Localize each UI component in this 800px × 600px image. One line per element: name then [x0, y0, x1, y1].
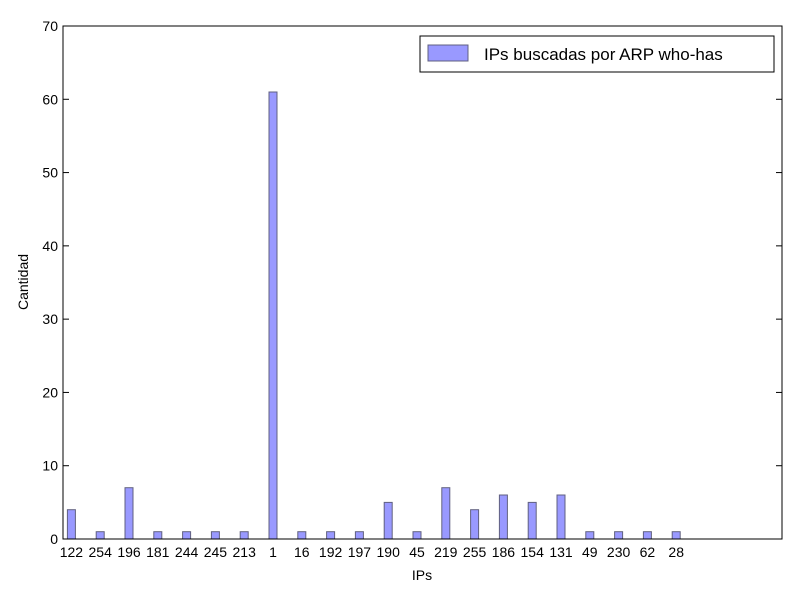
bar-196 [124, 487, 134, 540]
x-tick-label: 62 [640, 544, 656, 560]
bar-16 [297, 531, 307, 540]
x-tick-label: 16 [294, 544, 310, 560]
x-tick-label: 154 [521, 544, 545, 560]
bar-28 [671, 531, 681, 540]
x-tick-label: 186 [492, 544, 516, 560]
x-tick-label: 197 [348, 544, 372, 560]
bar-186 [498, 494, 508, 540]
x-tick-label: 122 [60, 544, 84, 560]
x-tick-label: 255 [463, 544, 487, 560]
bars-layer [66, 91, 681, 540]
y-tick-label: 50 [42, 165, 58, 181]
bar-190 [383, 501, 393, 540]
y-axis: 0 10 20 30 40 50 60 70 [42, 18, 782, 547]
x-tick-label: 190 [377, 544, 401, 560]
x-tick-label: 49 [582, 544, 598, 560]
y-tick-label: 30 [42, 311, 58, 327]
x-axis-title: IPs [412, 567, 432, 583]
y-tick-label: 40 [42, 238, 58, 254]
x-tick-label: 192 [319, 544, 343, 560]
legend-box [419, 35, 775, 73]
y-tick-label: 10 [42, 458, 58, 474]
y-tick-label: 60 [42, 91, 58, 107]
bar-131 [556, 494, 566, 540]
y-axis-title: Cantidad [15, 254, 31, 310]
bar-122 [66, 509, 76, 540]
bar-245 [210, 531, 220, 540]
bar-230 [614, 531, 624, 540]
x-tick-label: 28 [668, 544, 684, 560]
bar-181 [153, 531, 163, 540]
x-tick-label: 219 [434, 544, 458, 560]
x-tick-label: 131 [549, 544, 573, 560]
bar-254 [95, 531, 105, 540]
x-tick-label: 245 [204, 544, 228, 560]
y-tick-label: 20 [42, 384, 58, 400]
x-tick-label: 181 [146, 544, 170, 560]
plot-frame [62, 25, 783, 540]
x-tick-label: 244 [175, 544, 199, 560]
x-tick-label: 254 [89, 544, 113, 560]
legend-label: IPs buscadas por ARP who-has [484, 45, 723, 64]
bar-45 [412, 531, 422, 540]
bar-255 [470, 509, 480, 540]
bar-197 [354, 531, 364, 540]
bar-62 [642, 531, 652, 540]
x-tick-label: 230 [607, 544, 631, 560]
legend-swatch [427, 44, 469, 62]
x-tick-label: 213 [233, 544, 257, 560]
x-axis: 122 254 196 181 244 245 213 1 16 192 197 190 45 219 25… [60, 544, 684, 560]
bar-213 [239, 531, 249, 540]
bar-244 [182, 531, 192, 540]
legend: IPs buscadas por ARP who-has [419, 35, 775, 73]
bar-219 [441, 487, 451, 540]
bar-49 [585, 531, 595, 540]
x-tick-label: 196 [117, 544, 141, 560]
y-tick-label: 70 [42, 18, 58, 34]
bar-1 [268, 91, 278, 540]
bar-192 [326, 531, 336, 540]
x-tick-label: 45 [409, 544, 425, 560]
x-tick-label: 1 [269, 544, 277, 560]
bar-154 [527, 501, 537, 540]
y-tick-label: 0 [50, 531, 58, 547]
